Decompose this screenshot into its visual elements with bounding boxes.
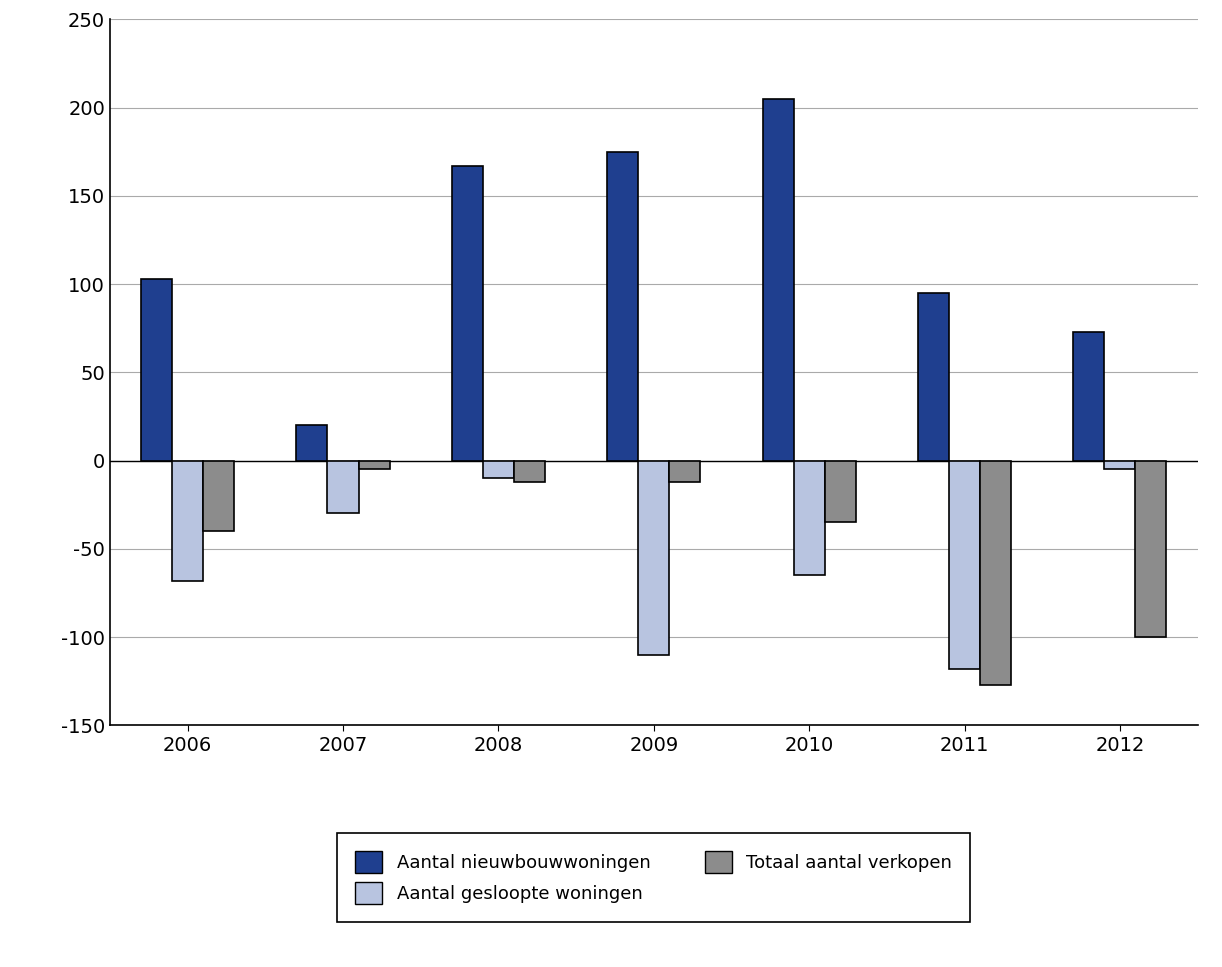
Bar — [514, 460, 545, 482]
Bar — [638, 460, 670, 655]
Bar — [141, 278, 172, 460]
Bar — [297, 425, 327, 460]
Bar — [1073, 332, 1105, 460]
Bar — [203, 460, 235, 531]
Bar — [1105, 460, 1135, 469]
Bar — [793, 460, 825, 575]
Bar — [172, 460, 203, 580]
Bar — [483, 460, 514, 478]
Bar — [670, 460, 700, 482]
Bar — [327, 460, 358, 513]
Bar — [980, 460, 1011, 685]
Bar — [1135, 460, 1167, 637]
Bar — [607, 152, 638, 460]
Bar — [763, 99, 793, 460]
Bar — [452, 165, 483, 460]
Bar — [358, 460, 390, 469]
Bar — [918, 293, 949, 460]
Bar — [825, 460, 855, 522]
Legend: Aantal nieuwbouwwoningen, Aantal gesloopte woningen, Totaal aantal verkopen: Aantal nieuwbouwwoningen, Aantal gesloop… — [337, 834, 970, 923]
Bar — [949, 460, 980, 669]
